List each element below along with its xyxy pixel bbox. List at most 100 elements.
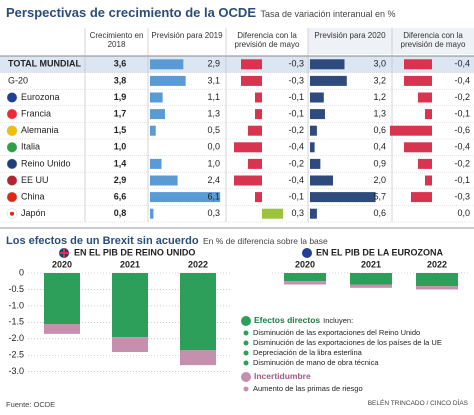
column-header: Previsión para 2020	[314, 31, 386, 40]
forecast-label: 2,9	[207, 59, 220, 69]
row-label: China	[21, 191, 45, 201]
growth-2018: 1,9	[114, 92, 127, 102]
subtitle: Tasa de variación interanual en %	[260, 9, 396, 19]
flag-dot	[10, 211, 14, 216]
forecast-label: 5,7	[373, 191, 386, 201]
bar-segment	[350, 284, 392, 288]
x-tick-label: 2021	[361, 259, 381, 269]
x-tick-label: 2020	[295, 259, 315, 269]
legend-bullet	[243, 350, 249, 356]
forecast-label: 2,0	[373, 175, 386, 185]
forecast-label: 1,3	[373, 108, 386, 118]
chart-subtitle: EN EL PIB DE REINO UNIDO	[74, 247, 195, 257]
difference-bar	[255, 92, 262, 103]
title: Perspectivas de crecimiento de la OCDE	[6, 5, 256, 20]
forecast-label: 1,0	[207, 158, 220, 168]
bar-segment	[44, 324, 80, 334]
forecast-bar	[150, 158, 162, 169]
eu-flag	[302, 248, 312, 258]
x-tick-label: 2021	[120, 259, 140, 269]
brexit-title-row: Los efectos de un Brexit sin acuerdo En …	[6, 231, 328, 249]
difference-label: -0,2	[288, 125, 304, 135]
forecast-bar	[310, 208, 317, 219]
difference-bar	[255, 192, 262, 203]
row-label: EE UU	[21, 175, 49, 185]
forecast-bar	[310, 92, 324, 103]
forecast-label: 0,9	[373, 158, 386, 168]
difference-label: -0,4	[288, 142, 304, 152]
y-tick-label: -2.0	[8, 333, 24, 343]
legend-bullet	[243, 386, 249, 392]
growth-2018: 1,7	[114, 108, 127, 118]
legend-item: Depreciación de la libra esterlina	[253, 348, 362, 357]
bar-segment	[416, 286, 458, 290]
column-header: Diferencia con la previsión de mayo	[234, 31, 300, 49]
row-label: Alemania	[21, 125, 59, 135]
legend-bullet	[243, 340, 249, 346]
forecast-bar	[310, 158, 321, 169]
difference-bar	[425, 175, 432, 186]
legend-bullet	[243, 330, 249, 336]
difference-label: -0,4	[454, 142, 470, 152]
legend-bullet	[243, 360, 249, 366]
bar-segment	[284, 281, 326, 285]
flag	[6, 175, 18, 186]
legend-entry: Efectos directos Incluyen:	[254, 315, 353, 325]
y-tick-label: -2.5	[8, 350, 24, 360]
column-header: Previsión para 2019	[151, 31, 223, 40]
y-tick-label: -3.0	[8, 366, 24, 376]
brexit-title: Los efectos de un Brexit sin acuerdo	[6, 235, 199, 247]
flag	[6, 125, 18, 136]
growth-2018: 2,9	[114, 175, 127, 185]
flag	[6, 142, 18, 153]
forecast-label: 1,1	[207, 92, 220, 102]
forecast-label: 6,1	[207, 191, 220, 201]
row-label: G-20	[8, 75, 28, 85]
row-label: Italia	[21, 142, 40, 152]
brexit-subtitle: En % de diferencia sobre la base	[203, 236, 328, 246]
difference-bar	[404, 142, 432, 153]
legend-item: Disminución de las exportaciones del Rei…	[253, 328, 421, 337]
forecast-bar	[310, 59, 345, 70]
difference-bar	[418, 92, 432, 103]
forecast-bar	[150, 92, 163, 103]
highlight-row	[0, 56, 474, 73]
difference-bar	[390, 125, 432, 136]
forecast-label: 3,2	[373, 75, 386, 85]
difference-bar	[234, 175, 262, 186]
y-tick-label: -1.5	[8, 317, 24, 327]
forecast-label: 0,6	[373, 125, 386, 135]
forecast-label: 1,3	[207, 108, 220, 118]
difference-label: 0,0	[457, 208, 470, 218]
difference-label: -0,1	[288, 191, 304, 201]
flag	[6, 191, 18, 203]
legend-swatch	[241, 372, 251, 382]
difference-label: -0,1	[454, 108, 470, 118]
growth-2018: 1,4	[114, 158, 127, 168]
forecast-bar	[150, 208, 154, 219]
y-tick-label: -1.0	[8, 300, 24, 310]
bar-segment	[416, 273, 458, 287]
legend-item: Disminución de mano de obra técnica	[253, 358, 379, 367]
y-tick-label: 0	[19, 267, 24, 277]
row-label: Reino Unido	[21, 158, 71, 168]
difference-label: -0,6	[454, 125, 470, 135]
forecast-bar	[310, 142, 315, 153]
difference-label: -0,2	[288, 158, 304, 168]
uk-flag-cross	[59, 248, 69, 258]
forecast-label: 3,1	[207, 75, 220, 85]
bar-segment	[112, 337, 148, 352]
difference-bar	[248, 125, 262, 136]
difference-label: -0,4	[454, 75, 470, 85]
row-label: TOTAL MUNDIAL	[8, 59, 81, 69]
forecast-bar	[150, 109, 165, 120]
forecast-bar	[310, 175, 333, 186]
difference-bar	[262, 208, 283, 219]
growth-2018: 1,5	[114, 125, 127, 135]
difference-label: -0,3	[454, 191, 470, 201]
bar-segment	[180, 273, 216, 351]
forecast-label: 0,0	[207, 142, 220, 152]
legend-intro: Incluyen:	[323, 316, 354, 325]
credit: BELÉN TRINCADO / CINCO DÍAS	[367, 400, 468, 407]
title-row: Perspectivas de crecimiento de la OCDE T…	[6, 4, 396, 22]
